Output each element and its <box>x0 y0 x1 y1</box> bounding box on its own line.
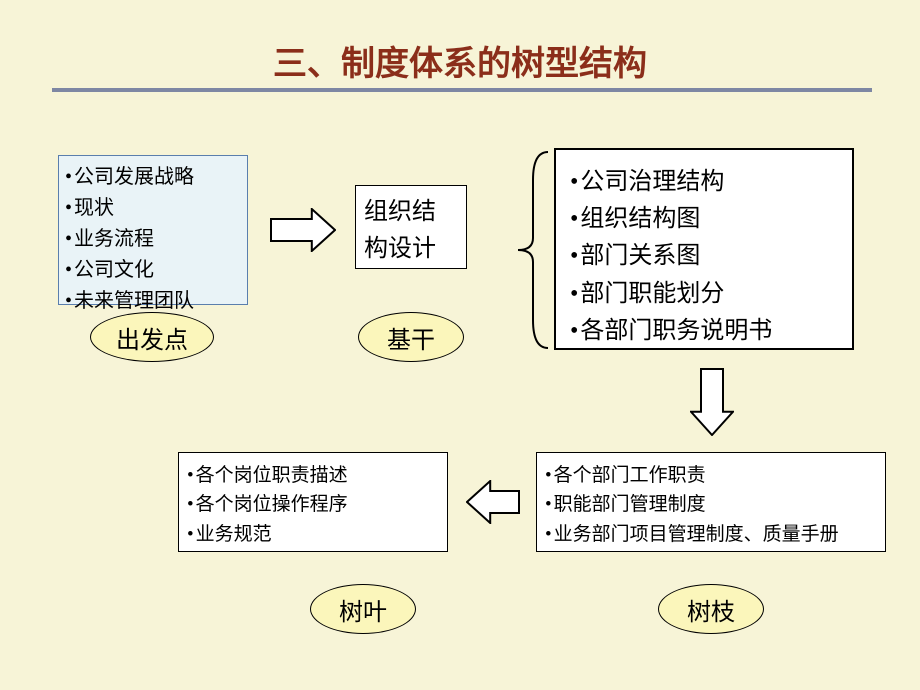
title-underline <box>52 88 872 92</box>
list-item: 部门关系图 <box>570 238 838 275</box>
box-trunk-line1: 组织结 <box>364 194 458 231</box>
box-trunk-line2: 构设计 <box>364 231 458 268</box>
list-item: 部门职能划分 <box>570 276 838 313</box>
ellipse-label: 树叶 <box>339 592 387 627</box>
ellipse-label: 树枝 <box>687 592 735 627</box>
curly-brace-icon <box>516 150 550 350</box>
list-item: 业务规范 <box>187 520 439 549</box>
ellipse-label: 出发点 <box>116 320 188 355</box>
box-leaf: 各个岗位职责描述 各个岗位操作程序 业务规范 <box>178 452 448 552</box>
box-branch-top-list: 公司治理结构 组织结构图 部门关系图 部门职能划分 各部门职务说明书 <box>570 164 838 350</box>
list-item: 业务部门项目管理制度、质量手册 <box>545 520 877 549</box>
list-item: 各个岗位职责描述 <box>187 461 439 490</box>
ellipse-branch: 树枝 <box>658 584 764 634</box>
box-start-list: 公司发展战略 现状 业务流程 公司文化 未来管理团队 <box>65 162 241 317</box>
box-leaf-list: 各个岗位职责描述 各个岗位操作程序 业务规范 <box>187 461 439 549</box>
box-start: 公司发展战略 现状 业务流程 公司文化 未来管理团队 <box>58 155 248 305</box>
ellipse-start: 出发点 <box>90 312 214 362</box>
list-item: 公司治理结构 <box>570 164 838 201</box>
list-item: 各个部门工作职责 <box>545 461 877 490</box>
ellipse-leaf: 树叶 <box>310 584 416 634</box>
list-item: 各个岗位操作程序 <box>187 490 439 519</box>
list-item: 职能部门管理制度 <box>545 490 877 519</box>
list-item: 各部门职务说明书 <box>570 313 838 350</box>
arrow-right-icon <box>270 208 336 252</box>
ellipse-label: 基干 <box>387 320 435 355</box>
list-item: 公司文化 <box>65 255 241 286</box>
arrow-down-icon <box>690 368 734 436</box>
ellipse-trunk: 基干 <box>358 312 464 362</box>
list-item: 组织结构图 <box>570 201 838 238</box>
box-branch-bottom: 各个部门工作职责 职能部门管理制度 业务部门项目管理制度、质量手册 <box>536 452 886 552</box>
list-item: 现状 <box>65 193 241 224</box>
slide-title: 三、制度体系的树型结构 <box>0 36 920 85</box>
list-item: 业务流程 <box>65 224 241 255</box>
list-item: 公司发展战略 <box>65 162 241 193</box>
arrow-left-icon <box>466 480 520 524</box>
box-trunk: 组织结 构设计 <box>355 185 467 269</box>
box-branch-bottom-list: 各个部门工作职责 职能部门管理制度 业务部门项目管理制度、质量手册 <box>545 461 877 549</box>
box-branch-top: 公司治理结构 组织结构图 部门关系图 部门职能划分 各部门职务说明书 <box>554 148 854 350</box>
slide: 三、制度体系的树型结构 公司发展战略 现状 业务流程 公司文化 未来管理团队 组… <box>0 0 920 690</box>
